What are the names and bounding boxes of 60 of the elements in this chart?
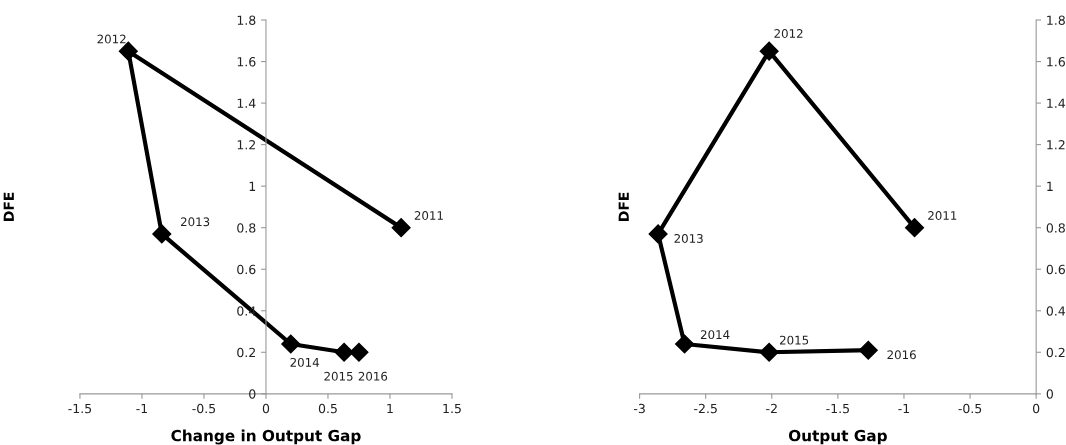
x-tick-label: -1.5	[826, 403, 849, 414]
x-tick-label: 0.5	[318, 403, 337, 414]
point	[391, 218, 411, 238]
point	[675, 334, 695, 354]
point	[349, 342, 369, 362]
x-axis-title: Change in Output Gap	[171, 429, 361, 445]
point	[905, 218, 925, 238]
y-axis-title: DFE	[618, 192, 629, 221]
y-tick-label: 1.6	[1047, 57, 1065, 67]
x-axis-title: Output Gap	[788, 429, 887, 445]
x-tick-label: -2.5	[694, 403, 717, 414]
x-tick-label: -3	[633, 403, 645, 414]
annotation: 2013	[674, 233, 703, 243]
point	[334, 342, 354, 362]
annotation: 2014	[700, 330, 730, 340]
y-tick-label: 1.4	[1047, 98, 1066, 108]
x-tick-label: -1	[136, 403, 148, 414]
y-tick-label: 1.8	[1047, 15, 1065, 25]
y-tick-label: 0.2	[237, 347, 255, 358]
annotation: 2011	[414, 211, 443, 221]
annotation: 2012	[774, 29, 803, 38]
point	[759, 342, 779, 362]
point	[152, 224, 172, 244]
annotation: 2016	[358, 371, 388, 381]
annotation: 2015	[324, 371, 353, 381]
y-tick-label: 0.8	[1046, 223, 1065, 233]
y-tick-label: 1.4	[237, 98, 256, 108]
y-tick-label: 1.2	[237, 140, 255, 150]
y-tick-label: 1	[249, 181, 256, 191]
x-tick-label: 1	[387, 403, 393, 414]
annotation: 2011	[928, 211, 957, 221]
annotation: 2016	[887, 350, 916, 360]
y-tick-label: 1.8	[237, 15, 256, 25]
annotation: 2014	[290, 357, 320, 367]
x-tick-label: -1.5	[68, 403, 92, 414]
y-tick-label: 1	[1047, 181, 1053, 191]
y-tick-label: 0.6	[237, 264, 256, 275]
y-tick-label: 0.6	[1046, 264, 1065, 275]
annotation: 2012	[97, 34, 126, 44]
y-tick-label: 0.4	[1046, 306, 1066, 316]
point	[648, 224, 668, 244]
x-tick-label: -1	[898, 403, 910, 414]
y-tick-label: 1.6	[237, 57, 256, 67]
annotation: 2013	[180, 217, 210, 227]
y-axis-title: DFE	[3, 192, 14, 221]
y-tick-label: 0	[1046, 389, 1053, 399]
y-tick-label: 0.2	[1046, 347, 1065, 358]
x-tick-label: 1.5	[443, 403, 461, 414]
x-tick-label: 0	[262, 403, 270, 414]
x-tick-label: -0.5	[192, 403, 216, 414]
y-tick-label: 0	[249, 389, 256, 399]
point	[281, 334, 301, 354]
x-tick-label: -0.5	[958, 403, 982, 414]
y-tick-label: 1.2	[1047, 140, 1065, 150]
point	[759, 41, 779, 61]
annotation: 2015	[779, 335, 809, 345]
y-tick-label: 0.8	[237, 223, 256, 233]
point	[858, 340, 878, 360]
x-tick-label: -2	[766, 403, 777, 414]
x-tick-label: 0	[1033, 403, 1040, 414]
